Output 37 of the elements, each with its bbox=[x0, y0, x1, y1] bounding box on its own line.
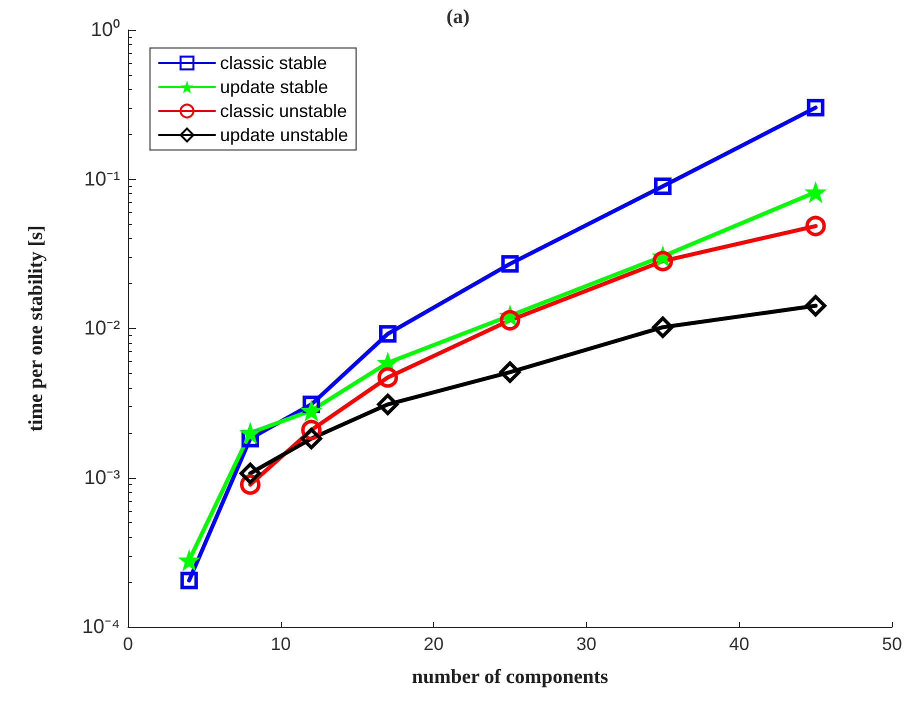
legend-label: classic stable bbox=[220, 53, 328, 73]
point bbox=[180, 572, 198, 590]
y-tick-label: 10⁻⁴ bbox=[82, 616, 120, 638]
y-tick-label: 10⁰ bbox=[90, 18, 120, 41]
x-tick-label: 20 bbox=[424, 634, 444, 654]
point bbox=[499, 361, 521, 383]
legend-label: update unstable bbox=[220, 125, 348, 145]
legend-label: classic unstable bbox=[220, 101, 348, 121]
point bbox=[379, 325, 397, 343]
point bbox=[239, 422, 262, 444]
y-axis-title: time per one stability [s] bbox=[25, 225, 47, 432]
point bbox=[378, 367, 398, 388]
point bbox=[239, 462, 261, 484]
point bbox=[377, 394, 399, 416]
legend-label: update stable bbox=[220, 77, 328, 97]
point bbox=[805, 216, 826, 236]
point bbox=[804, 181, 827, 204]
x-axis-title: number of components bbox=[412, 666, 608, 688]
y-tick-label: 10⁻² bbox=[84, 318, 120, 340]
point bbox=[652, 250, 674, 272]
point bbox=[804, 295, 826, 317]
chart-title: (a) bbox=[446, 6, 470, 28]
x-tick-label: 50 bbox=[882, 634, 902, 654]
point bbox=[300, 400, 322, 422]
point bbox=[806, 98, 824, 116]
y-tick-label: 10⁻¹ bbox=[84, 168, 120, 190]
x-tick-label: 0 bbox=[122, 634, 134, 654]
point bbox=[501, 255, 519, 273]
x-tick-label: 10 bbox=[270, 634, 291, 654]
x-tick-label: 40 bbox=[729, 634, 750, 654]
point bbox=[178, 549, 200, 572]
point bbox=[652, 316, 674, 338]
x-tick-label: 30 bbox=[576, 634, 596, 654]
point bbox=[300, 428, 322, 450]
y-tick-label: 10⁻³ bbox=[84, 466, 120, 489]
point bbox=[654, 178, 672, 196]
point bbox=[500, 310, 520, 330]
